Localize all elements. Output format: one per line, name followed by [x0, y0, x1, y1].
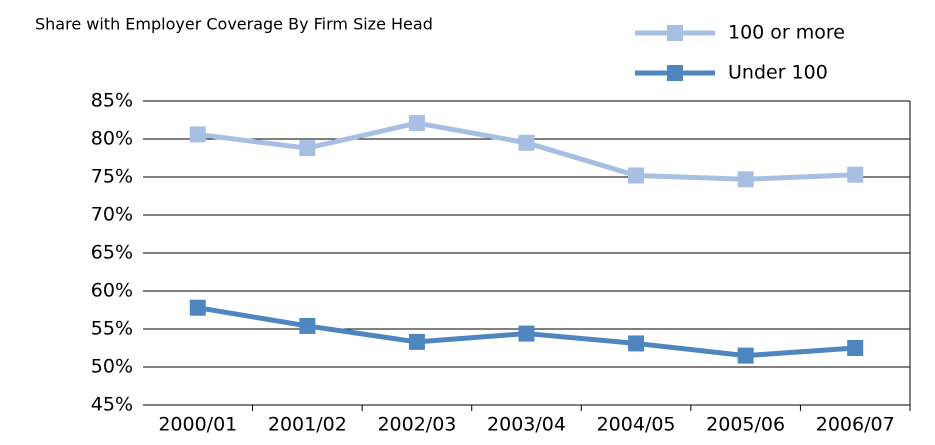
y-tick-label: 70%	[91, 204, 133, 226]
y-tick-label: 85%	[91, 90, 133, 112]
y-tick-label: 60%	[91, 280, 133, 302]
x-tick-label: 2002/03	[377, 414, 456, 436]
x-tick-label: 2005/06	[706, 414, 785, 436]
point-marker	[408, 115, 425, 132]
y-tick-label: 45%	[91, 394, 133, 416]
point-marker	[847, 166, 864, 183]
x-tick-label: 2000/01	[158, 414, 237, 436]
point-marker	[408, 333, 425, 350]
point-marker	[299, 317, 316, 334]
y-tick-label: 80%	[91, 128, 133, 150]
legend-label: Under 100	[728, 62, 828, 84]
legend-label: 100 or more	[728, 22, 845, 44]
x-tick-label: 2006/07	[816, 414, 895, 436]
legend-marker	[667, 65, 683, 81]
point-marker	[628, 167, 645, 184]
series-line	[197, 120, 856, 182]
point-marker	[518, 325, 535, 342]
x-tick-label: 2004/05	[597, 414, 676, 436]
point-marker	[847, 340, 864, 356]
point-marker	[737, 171, 754, 188]
x-tick-label: 2001/02	[268, 414, 347, 436]
y-tick-label: 50%	[91, 356, 133, 378]
point-marker	[189, 299, 206, 316]
point-marker	[628, 335, 645, 352]
point-marker	[299, 140, 316, 157]
point-marker	[518, 134, 535, 151]
y-tick-label: 65%	[91, 242, 133, 264]
point-marker	[737, 347, 754, 364]
point-marker	[189, 126, 206, 143]
y-tick-label: 75%	[91, 166, 133, 188]
x-tick-label: 2003/04	[487, 414, 566, 436]
legend-marker	[667, 25, 683, 41]
chart-title: Share with Employer Coverage By Firm Siz…	[35, 15, 433, 34]
y-tick-label: 55%	[91, 318, 133, 340]
